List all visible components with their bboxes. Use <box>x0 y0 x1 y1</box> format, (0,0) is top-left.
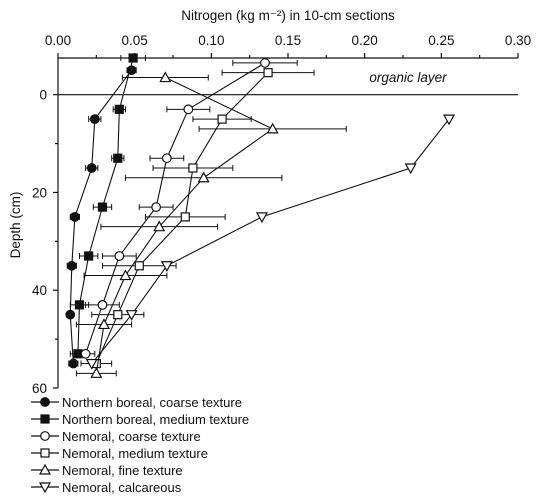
legend-label: Nemoral, coarse texture <box>62 429 201 444</box>
series-6 <box>85 114 456 370</box>
x-tick-label: 0.05 <box>122 33 148 48</box>
data-point <box>66 260 77 271</box>
legend-item: Nemoral, medium texture <box>31 446 208 461</box>
legend-marker <box>40 397 50 407</box>
plot-frame <box>57 57 518 388</box>
legend-marker <box>38 482 52 494</box>
x-tick-label: 0.20 <box>352 33 378 48</box>
data-point <box>80 348 91 359</box>
data-point <box>65 309 76 320</box>
x-tick-label: 0.00 <box>45 33 71 48</box>
data-point <box>89 114 100 125</box>
legend-label: Nemoral, medium texture <box>62 446 208 461</box>
legend: Northern boreal, coarse texture Northern … <box>31 395 249 495</box>
data-point <box>266 122 279 134</box>
legend-marker <box>40 448 50 458</box>
data-point <box>97 318 111 330</box>
y-tick-label: 20 <box>32 185 47 200</box>
data-point <box>151 202 162 213</box>
legend-label: Nemoral, fine texture <box>62 463 183 478</box>
legend-item: Nemoral, coarse texture <box>31 429 201 444</box>
series-3 <box>75 57 298 359</box>
data-point <box>197 171 210 183</box>
data-point <box>217 114 227 124</box>
legend-item: Northern boreal, medium texture <box>31 412 249 427</box>
data-point <box>153 220 166 232</box>
data-point <box>183 104 194 115</box>
series-1 <box>65 65 137 369</box>
data-point <box>69 211 80 222</box>
data-point <box>114 104 124 114</box>
data-point <box>86 163 97 173</box>
series-line <box>91 118 450 364</box>
data-point <box>134 261 144 271</box>
data-point <box>113 310 123 320</box>
data-point <box>68 358 79 369</box>
data-point <box>161 153 172 164</box>
data-point <box>113 153 123 163</box>
data-point <box>180 212 190 222</box>
series-layer <box>65 53 456 378</box>
data-point <box>90 367 103 378</box>
legend-marker <box>40 431 50 441</box>
x-tick-label: 0.25 <box>428 33 454 48</box>
x-axis-ticks: 0.00 0.05 0.10 0.15 0.20 0.25 0.30 <box>45 33 531 58</box>
legend-label: Northern boreal, coarse texture <box>62 395 242 410</box>
y-tick-label: 60 <box>32 381 47 396</box>
x-axis-title: Nitrogen (kg m⁻²) in 10-cm sections <box>181 8 395 23</box>
data-point <box>255 212 268 224</box>
legend-item: Northern boreal, coarse texture <box>31 395 242 410</box>
data-point <box>160 261 173 273</box>
legend-marker <box>38 463 52 475</box>
series-4 <box>80 68 315 369</box>
data-point <box>84 251 94 261</box>
legend-label: Nemoral, calcareous <box>62 480 182 495</box>
series-5 <box>75 71 347 378</box>
data-point <box>125 310 138 321</box>
y-tick-label: 40 <box>32 283 47 298</box>
data-point <box>128 53 138 63</box>
data-point <box>97 202 108 212</box>
data-point <box>114 251 125 261</box>
legend-label: Northern boreal, medium texture <box>62 412 249 427</box>
x-tick-label: 0.10 <box>198 33 224 48</box>
y-axis-ticks: 0 20 40 60 <box>32 88 58 396</box>
legend-item: Nemoral, calcareous <box>31 480 182 495</box>
y-tick-label: 0 <box>39 88 47 103</box>
x-tick-label: 0.15 <box>275 33 301 48</box>
y-axis-title: Depth (cm) <box>8 192 23 259</box>
data-point <box>442 114 456 126</box>
data-point <box>188 163 198 173</box>
data-point <box>85 358 98 370</box>
data-point <box>263 68 273 78</box>
legend-marker <box>40 414 50 424</box>
data-point <box>74 300 85 310</box>
data-point <box>159 71 172 83</box>
organic-layer-annotation: organic layer <box>369 70 447 85</box>
legend-item: Nemoral, fine texture <box>31 463 183 478</box>
data-point <box>119 269 132 281</box>
data-point <box>260 57 270 68</box>
data-point <box>404 163 417 175</box>
data-point <box>97 299 108 310</box>
x-tick-label: 0.30 <box>505 33 531 48</box>
